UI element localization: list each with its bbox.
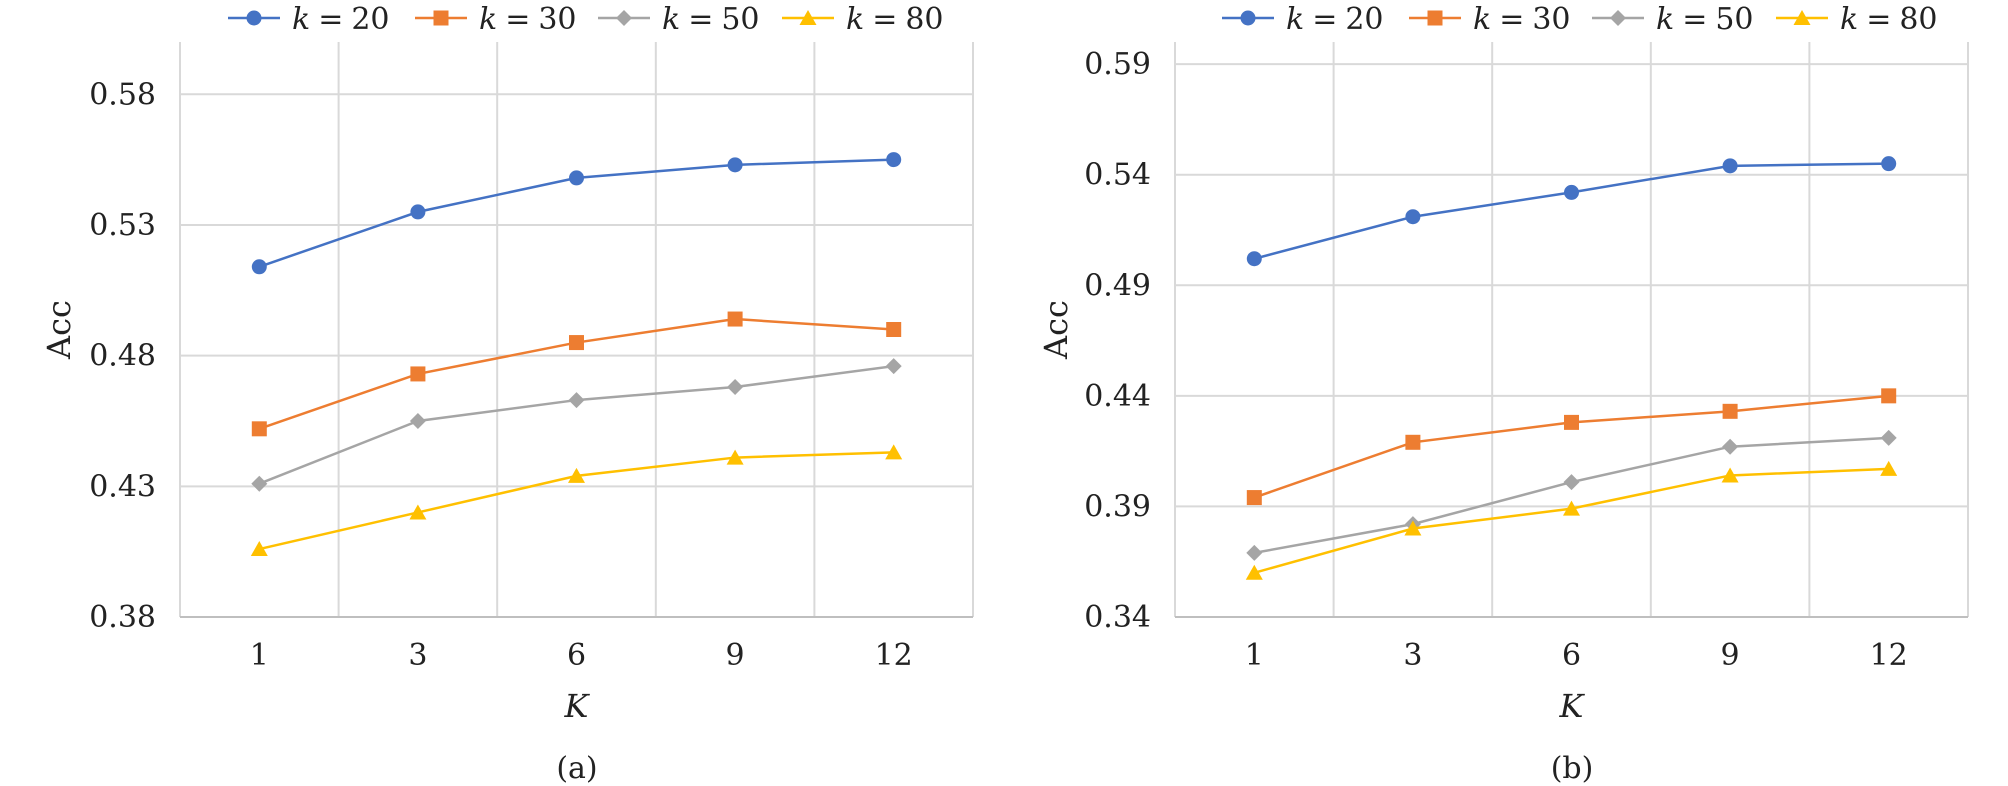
- data-point: [727, 157, 743, 173]
- data-point: [250, 541, 268, 557]
- data-point: [1722, 438, 1739, 455]
- legend-label: k = 30: [1473, 2, 1571, 37]
- data-point: [1563, 500, 1580, 516]
- legend-marker: [1610, 10, 1626, 26]
- data-point: [1722, 403, 1738, 419]
- data-point: [1246, 544, 1263, 561]
- legend-marker: [799, 10, 817, 25]
- y-tick-label: 0.53: [89, 208, 156, 243]
- series-line: [259, 451, 894, 551]
- legend-label: k = 20: [292, 2, 390, 37]
- data-point: [1564, 184, 1579, 200]
- panel-caption: (a): [556, 751, 597, 786]
- y-tick-label: 0.44: [1084, 379, 1151, 414]
- data-point: [569, 170, 584, 186]
- y-tick-label: 0.43: [89, 469, 156, 504]
- series-k-30: [251, 311, 902, 437]
- x-tick-label: 9: [726, 638, 745, 673]
- y-tick-label: 0.39: [1084, 489, 1151, 524]
- data-point: [1722, 158, 1738, 174]
- data-point: [727, 379, 744, 395]
- data-point: [727, 311, 743, 327]
- data-point: [1564, 414, 1579, 430]
- data-point: [568, 467, 585, 483]
- data-point: [1405, 209, 1421, 225]
- x-axis-label: K: [564, 687, 591, 725]
- data-point: [568, 392, 585, 409]
- y-tick-label: 0.59: [1084, 47, 1151, 82]
- data-point: [726, 449, 744, 465]
- data-point: [1881, 388, 1897, 404]
- series-k-20: [1246, 156, 1897, 267]
- panel-caption: (b): [1551, 751, 1594, 786]
- legend-label: k = 50: [662, 2, 760, 37]
- legend: k = 20 k = 30 k = 50 k = 80: [228, 2, 944, 37]
- x-tick-label: 6: [1562, 638, 1581, 673]
- series-k-30: [1246, 388, 1897, 506]
- data-point: [1405, 434, 1421, 450]
- legend-label: k = 80: [846, 2, 944, 37]
- legend-label: k = 20: [1286, 2, 1384, 37]
- data-point: [251, 475, 268, 492]
- x-axis-label: K: [1559, 687, 1586, 725]
- data-point: [410, 366, 426, 382]
- y-tick-label: 0.38: [89, 600, 156, 635]
- chart-panel-1: 0.38 0.43 0.48 0.53 0.58 1 3 6 9 12 K Acc (a) k = 20 k = 3…: [40, 2, 974, 786]
- y-tick-label: 0.58: [89, 77, 156, 112]
- data-point: [886, 152, 902, 168]
- series-k-20: [251, 152, 902, 275]
- legend-marker: [1240, 10, 1256, 26]
- x-tick-label: 9: [1721, 638, 1740, 673]
- data-point: [886, 322, 902, 337]
- series-k-80: [250, 444, 903, 557]
- series-line: [1254, 436, 1889, 555]
- data-point: [885, 358, 902, 375]
- data-point: [1404, 520, 1422, 536]
- legend-label: k = 80: [1840, 2, 1938, 37]
- legend-marker: [246, 10, 262, 26]
- y-tick-label: 0.54: [1084, 158, 1151, 193]
- series-line: [258, 364, 894, 485]
- y-axis-label: Acc: [1037, 300, 1075, 360]
- y-axis-label: Acc: [40, 300, 78, 360]
- data-point: [1881, 156, 1897, 172]
- y-tick-label: 0.48: [89, 339, 156, 374]
- series-k-50: [1246, 429, 1897, 561]
- x-tick-label: 12: [1870, 638, 1908, 673]
- x-tick-label: 12: [875, 638, 913, 673]
- x-tick-label: 3: [1403, 638, 1422, 673]
- x-tick-label: 3: [408, 638, 427, 673]
- legend-marker: [1793, 10, 1811, 25]
- data-point: [1245, 564, 1263, 580]
- x-tick-label: 1: [1245, 638, 1264, 673]
- y-tick-label: 0.49: [1084, 268, 1151, 303]
- data-point: [1721, 467, 1739, 483]
- y-tick-label: 0.34: [1084, 600, 1151, 635]
- legend-marker: [616, 10, 632, 26]
- data-point: [409, 504, 427, 520]
- series-k-80: [1245, 460, 1898, 580]
- data-point: [1880, 460, 1898, 476]
- data-point: [885, 444, 903, 460]
- legend-marker: [1427, 10, 1443, 26]
- legend: k = 20 k = 30 k = 50 k = 80: [1222, 2, 1938, 37]
- data-point: [410, 204, 426, 220]
- data-point: [251, 259, 267, 275]
- data-point: [251, 421, 267, 437]
- data-point: [1246, 251, 1262, 267]
- chart-panel-2: 0.34 0.39 0.44 0.49 0.54 0.59 1 3 6 9 12 K Acc (b) k = 2…: [1037, 2, 1969, 786]
- data-point: [1880, 429, 1897, 446]
- legend-marker: [433, 10, 449, 26]
- x-tick-label: 6: [567, 638, 586, 673]
- x-tick-label: 1: [250, 638, 269, 673]
- legend-label: k = 30: [479, 2, 577, 37]
- legend-label: k = 50: [1656, 2, 1754, 37]
- data-point: [569, 335, 584, 351]
- data-point: [1563, 474, 1580, 491]
- series-k-50: [251, 358, 902, 492]
- data-point: [1246, 490, 1262, 506]
- series-line: [1253, 162, 1889, 260]
- data-point: [409, 412, 426, 429]
